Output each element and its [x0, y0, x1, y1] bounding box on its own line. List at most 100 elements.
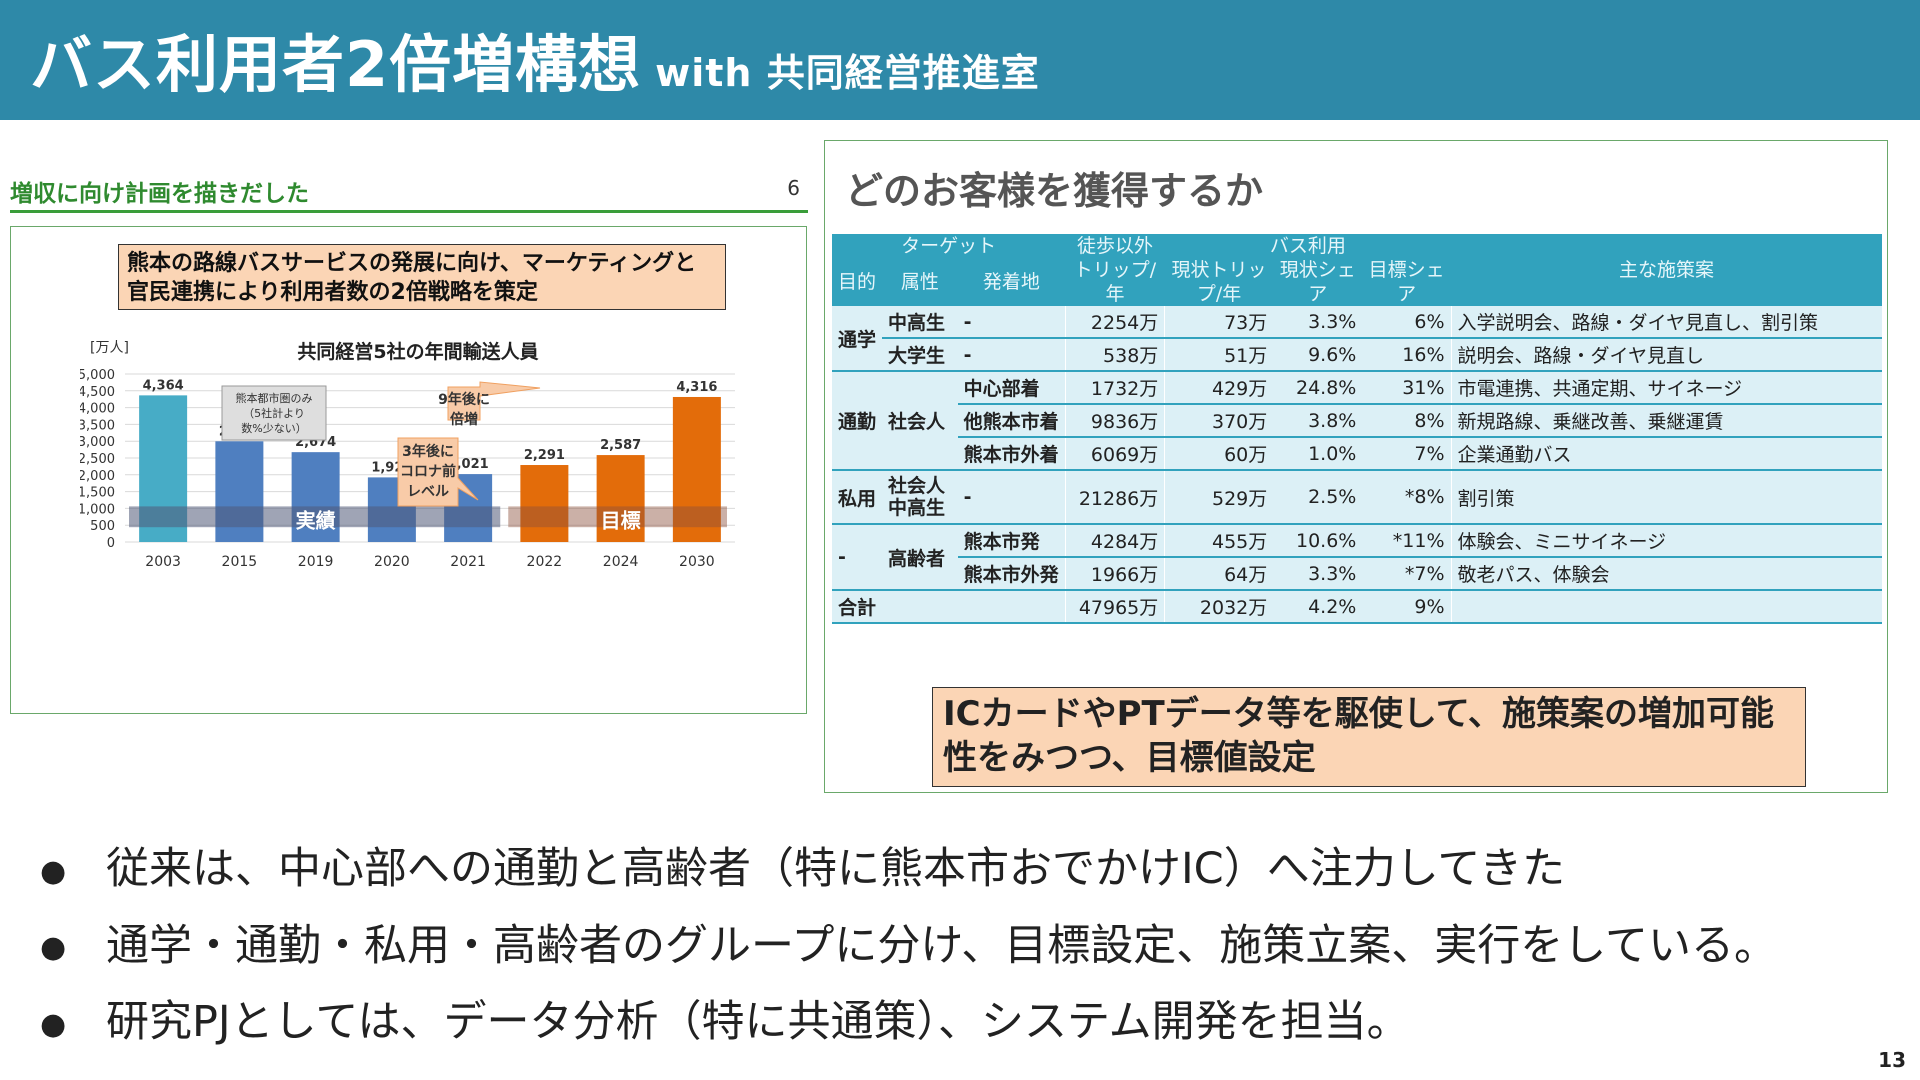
note-2003-box	[221, 385, 327, 441]
y-tick-label: 0	[107, 536, 115, 551]
note-after9: 9年後に倍増	[438, 391, 490, 428]
left-heading-text: 増収に向け計画を描きだした	[10, 181, 309, 207]
cell-purpose: 通学	[832, 306, 883, 372]
bullet-dot-icon: ●	[40, 930, 67, 965]
right-panel-title: どのお客様を獲得するか	[845, 169, 1264, 213]
bar-value-label: 4,316	[676, 380, 717, 395]
cell-purpose: -	[832, 524, 883, 591]
cell-dest: -	[957, 470, 1066, 525]
cell-attr: 社会人	[882, 371, 958, 471]
cell-measure: 新規路線、乗継改善、乗継運賃	[1450, 404, 1882, 438]
cell-measure: 敬老パス、体験会	[1450, 557, 1882, 591]
cell-trip: 370万	[1164, 404, 1274, 438]
left-chart-frame	[10, 226, 807, 714]
cell-total-trip: 2032万	[1164, 590, 1274, 624]
note-after9-box	[447, 381, 541, 421]
target-band-label: 目標	[601, 508, 641, 532]
table-row: 通学 中高生 - 2254万 73万 3.3% 6% 入学説明会、路線・ダイヤ見…	[832, 306, 1882, 372]
bar-2024	[596, 455, 645, 542]
cell-walk: 1732万	[1064, 371, 1165, 405]
cell-share: 24.8%	[1273, 371, 1363, 405]
th-measures: 主な施策案	[1451, 234, 1882, 306]
cell-goal: 8%	[1362, 404, 1452, 438]
cell-share: 9.6%	[1273, 338, 1363, 372]
right-panel-frame	[824, 140, 1888, 793]
cell-walk: 21286万	[1064, 470, 1165, 525]
cell-share: 10.6%	[1273, 524, 1363, 558]
title-banner: バス利用者2倍増構想 with 共同経営推進室	[0, 0, 1920, 120]
cell-total-measure	[1450, 590, 1882, 624]
x-tick-label: 2015	[222, 554, 258, 570]
cell-share: 3.8%	[1273, 404, 1363, 438]
bullet-item: ● 通学・通勤・私用・高齢者のグループに分け、目標設定、施策立案、実行をしている。	[40, 909, 1777, 986]
actual-band	[129, 506, 501, 528]
bullet-dot-icon: ●	[40, 1006, 67, 1042]
cell-total-walk: 47965万	[1064, 590, 1165, 624]
cell-trip: 73万	[1164, 306, 1274, 339]
cell-attr: 大学生	[882, 338, 958, 372]
cell-measure: 市電連携、共通定期、サイネージ	[1450, 371, 1882, 405]
bullet-item: ● 研究PJとしては、データ分析（特に共通策）、システム開発を担当。	[40, 985, 1777, 1062]
x-tick-label: 2020	[374, 554, 410, 570]
y-tick-label: 1,000	[80, 502, 115, 517]
target-table: ターゲット 徒歩以外トリップ/年 バス利用 主な施策案 目的 属性 発着地 現状…	[832, 234, 1882, 624]
table-subheader-row: 目的 属性 発着地 現状トリップ/年 現状シェア 目標シェア	[832, 258, 1882, 306]
cell-goal: 31%	[1362, 371, 1452, 405]
th-target: ターゲット	[832, 234, 1066, 258]
cell-walk: 1966万	[1064, 557, 1165, 591]
cell-measure: 説明会、路線・ダイヤ見直し	[1450, 338, 1882, 372]
bar-value-label: 2,291	[524, 448, 565, 463]
table-row: 他熊本市着 9836万 370万 3.8% 8% 新規路線、乗継改善、乗継運賃	[832, 404, 1882, 438]
cell-purpose: 私用	[832, 470, 883, 525]
cell-trip: 429万	[1164, 371, 1274, 405]
cell-dest: -	[957, 306, 1066, 339]
th-walk: 徒歩以外トリップ/年	[1065, 234, 1165, 306]
cell-goal: *11%	[1362, 524, 1452, 558]
cell-goal: 7%	[1362, 437, 1452, 471]
bar-2030	[672, 396, 721, 542]
bullet-list: ● 従来は、中心部への通勤と高齢者（特に熊本市おでかけIC）へ注力してきた ● 通学…	[40, 832, 1777, 1062]
cell-attr: 社会人 中高生	[882, 470, 958, 525]
cell-measure: 企業通勤バス	[1450, 437, 1882, 471]
th-bus: バス利用	[1164, 234, 1452, 258]
table-row: 熊本市外着 6069万 60万 1.0% 7% 企業通勤バス	[832, 437, 1882, 471]
cell-share: 3.3%	[1273, 306, 1363, 339]
cell-walk: 4284万	[1064, 524, 1165, 558]
y-tick-label: 1,500	[80, 486, 115, 501]
bar-value-label: 2,587	[600, 438, 641, 453]
cell-walk: 538万	[1064, 338, 1165, 372]
note-2003: 熊本都市圏のみ（5社計より数%少ない）	[236, 391, 313, 435]
cell-attr: 高齢者	[882, 524, 958, 591]
cell-walk: 6069万	[1064, 437, 1165, 471]
x-tick-label: 2003	[145, 554, 181, 570]
note-after3-box	[397, 437, 479, 507]
y-tick-label: 4,500	[80, 385, 115, 400]
y-tick-label: 3,500	[80, 418, 115, 433]
y-tick-label: 5,000	[80, 368, 115, 383]
th-purpose: 目的	[832, 258, 883, 306]
th-attr: 属性	[882, 258, 958, 306]
y-tick-label: 500	[90, 519, 115, 534]
target-band	[508, 506, 727, 528]
cell-share: 3.3%	[1273, 557, 1363, 591]
x-tick-label: 2022	[527, 554, 563, 570]
cell-dest: 他熊本市着	[957, 404, 1066, 438]
cell-trip: 455万	[1164, 524, 1274, 558]
cell-share: 1.0%	[1273, 437, 1363, 471]
table-row: 通勤 社会人 中心部着 1732万 429万 24.8% 31% 市電連携、共通…	[832, 371, 1882, 471]
x-tick-label: 2030	[679, 554, 715, 570]
strategy-callout: 熊本の路線バスサービスの発展に向け、マーケティングと官民連携により利用者数の2倍…	[118, 244, 726, 310]
th-dest: 発着地	[957, 258, 1066, 306]
bar-2022	[520, 465, 569, 542]
cell-measure: 入学説明会、路線・ダイヤ見直し、割引策	[1450, 306, 1882, 339]
cell-measure: 割引策	[1450, 470, 1882, 525]
page-number: 13	[1878, 1048, 1906, 1072]
left-heading-page: 6	[787, 176, 800, 200]
table-row: 大学生 - 538万 51万 9.6% 16% 説明会、路線・ダイヤ見直し	[832, 338, 1882, 372]
cell-walk: 9836万	[1064, 404, 1165, 438]
bullet-dot-icon: ●	[40, 853, 67, 889]
cell-trip: 529万	[1164, 470, 1274, 525]
cell-goal: 16%	[1362, 338, 1452, 372]
cell-trip: 64万	[1164, 557, 1274, 591]
cell-total-label: 合計	[832, 590, 1066, 624]
